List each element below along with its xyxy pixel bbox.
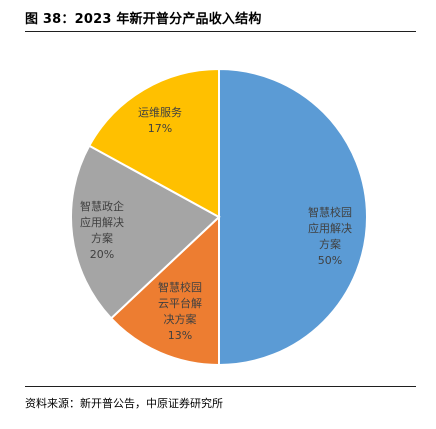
slice-label-line-3-0: 运维服务	[138, 106, 182, 119]
slice-label-0: 智慧校园应用解决方案 50%	[308, 205, 352, 267]
slice-value-0: 50%	[318, 254, 342, 267]
slice-label-1: 智慧校园云平台解决方案 13%	[158, 280, 202, 342]
pie-labels: 智慧校园应用解决方案 50%智慧校园云平台解决方案 13%智慧政企应用解决方案 20%…	[80, 106, 352, 342]
slice-label-3: 运维服务 17%	[138, 106, 182, 135]
chart-title: 图 38：2023 年新开普分产品收入结构	[25, 12, 262, 27]
pie-slice-1	[109, 214, 220, 367]
slice-label-line-2-0: 智慧政企	[80, 199, 124, 213]
source-note: 资料来源：新开普公告，中原证券研究所	[25, 397, 223, 410]
slice-value-1: 13%	[168, 329, 192, 342]
slice-label-line-1-0: 智慧校园	[158, 280, 202, 294]
title-divider	[25, 31, 416, 32]
slice-value-2: 20%	[90, 248, 114, 261]
pie-slice-2	[70, 144, 221, 320]
slice-label-line-2-1: 应用解决	[80, 215, 124, 229]
slice-label-line-1-2: 决方案	[164, 312, 197, 326]
slice-value-3: 17%	[148, 122, 172, 135]
pie-slice-3	[87, 67, 220, 219]
slice-label-line-2-2: 方案	[91, 231, 113, 245]
slice-label-line-1-1: 云平台解	[158, 296, 202, 310]
slice-label-2: 智慧政企应用解决方案 20%	[80, 199, 124, 261]
source-divider	[25, 386, 416, 387]
pie-slice-0	[218, 67, 368, 367]
pie-slices	[70, 67, 368, 367]
slice-label-line-0-1: 应用解决	[308, 221, 352, 235]
slice-label-line-0-0: 智慧校园	[308, 205, 352, 219]
slice-label-line-0-2: 方案	[319, 237, 341, 251]
